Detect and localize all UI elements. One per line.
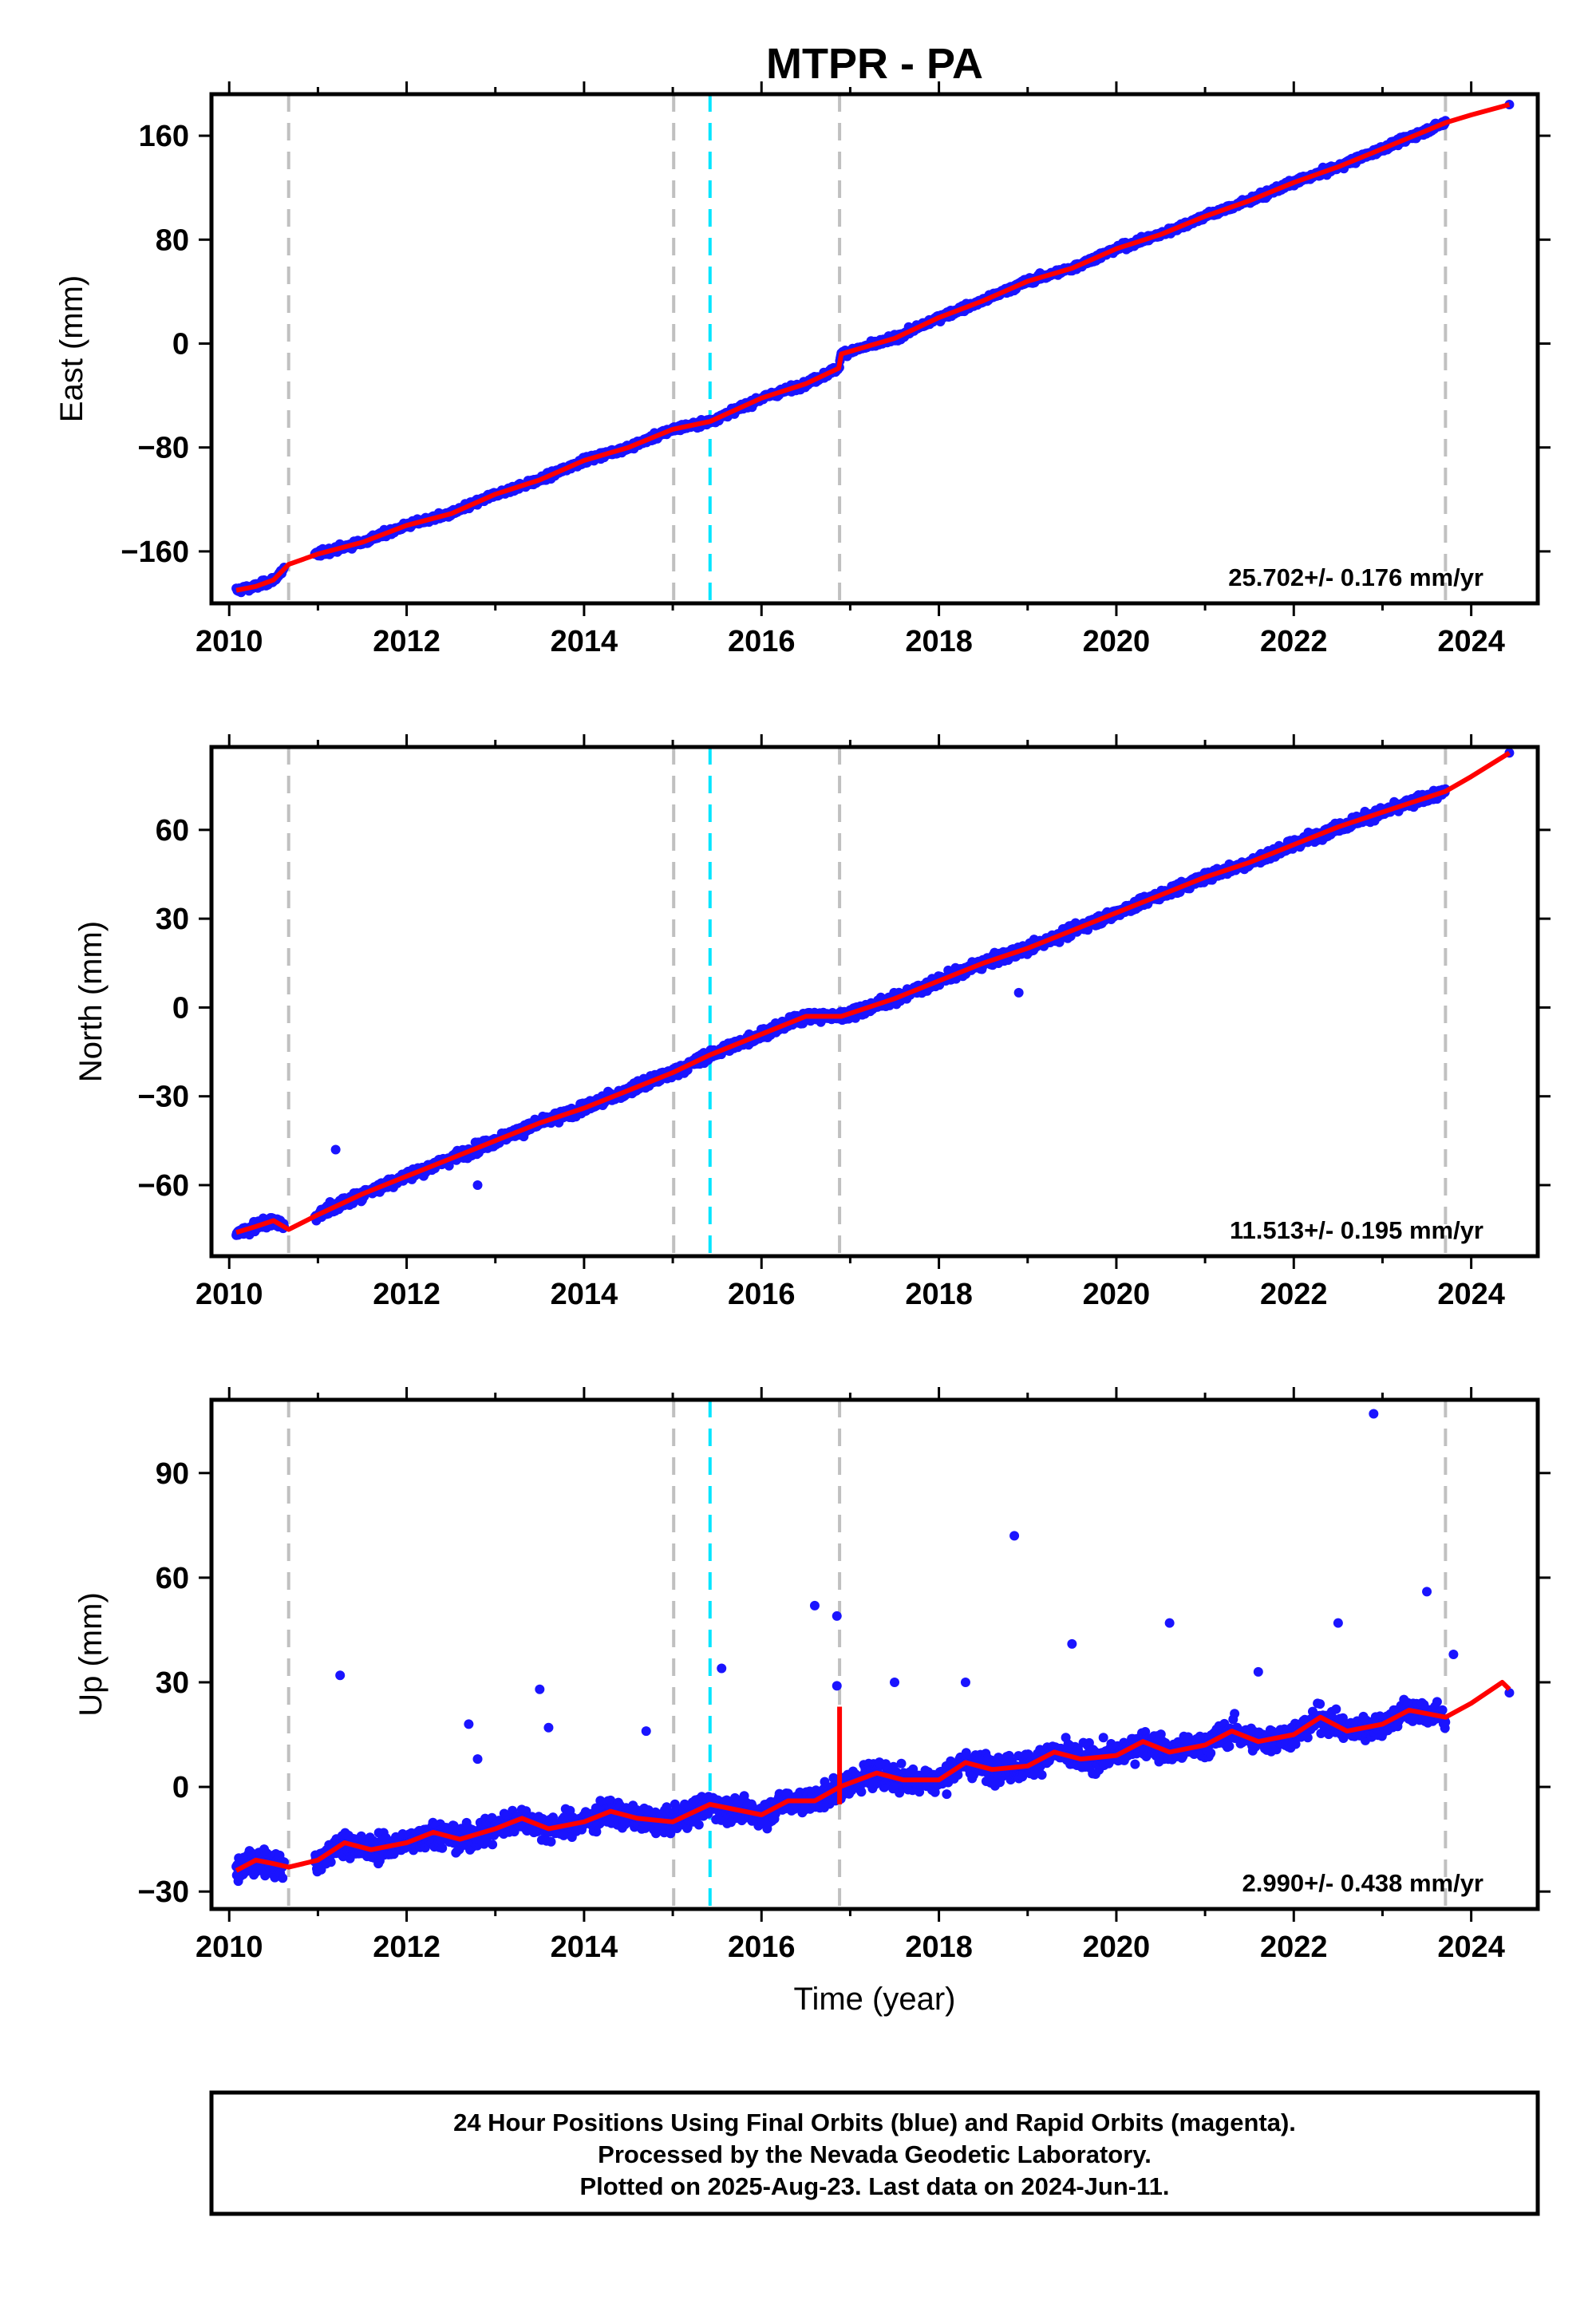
y-tick-label-north-3: 30	[156, 903, 189, 936]
x-tick-label-north-5: 2020	[1083, 1278, 1151, 1311]
x-tick-label-east-1: 2012	[373, 625, 440, 658]
panels: 2010 2012 2014 2016 2018 2020 2022 2024 −160 −80 0…	[54, 81, 1551, 1964]
y-tick-label-east-0: −160	[120, 536, 189, 569]
outlier-point-north-2	[1013, 987, 1024, 998]
x-tick-label-east-4: 2018	[905, 625, 973, 658]
rate-label-north: 11.513+/- 0.195 mm/yr	[1230, 1216, 1483, 1244]
chart-title: MTPR - PA	[766, 40, 983, 88]
y-tick-label-east-3: 80	[156, 223, 189, 257]
x-tick-label-east-2: 2014	[551, 625, 618, 658]
x-tick-label-east-0: 2010	[196, 625, 263, 658]
y-tick-label-north-2: 0	[172, 991, 189, 1025]
x-tick-label-north-2: 2014	[551, 1278, 618, 1311]
x-tick-label-east-3: 2016	[728, 625, 796, 658]
panel-north: 2010 2012 2014 2016 2018 2020 2022 2024 −60 −30 0 3…	[73, 734, 1551, 1311]
x-tick-label-east-7: 2024	[1437, 625, 1505, 658]
x-tick-label-north-7: 2024	[1437, 1278, 1505, 1311]
data-points-up	[231, 1409, 1515, 1887]
y-tick-label-north-4: 60	[156, 814, 189, 848]
data-points-north	[231, 748, 1515, 1240]
x-tick-label-north-0: 2010	[196, 1278, 263, 1311]
outlier-point-north-0	[330, 1144, 341, 1155]
y-tick-label-north-0: −60	[138, 1169, 189, 1203]
plot-frame-north	[209, 745, 1540, 1259]
x-tick-label-east-6: 2022	[1260, 625, 1328, 658]
panel-up: 2010 2012 2014 2016 2018 2020 2022 2024−3003060…	[73, 1387, 1551, 1964]
model-line-east	[235, 102, 1511, 593]
x-tick-label-east-5: 2020	[1083, 625, 1151, 658]
plot-frame-east	[209, 92, 1540, 606]
x-tick-label-north-4: 2018	[905, 1278, 973, 1311]
x-tick-label-north-6: 2022	[1260, 1278, 1328, 1311]
y-tick-label-east-1: −80	[138, 432, 189, 465]
rate-label-east: 25.702+/- 0.176 mm/yr	[1228, 563, 1483, 591]
y-axis-label-east: East (mm)	[54, 275, 89, 422]
y-tick-label-north-1: −30	[138, 1081, 189, 1114]
x-tick-label-north-3: 2016	[728, 1278, 796, 1311]
y-tick-label-east-4: 160	[139, 120, 189, 153]
y-tick-label-east-2: 0	[172, 327, 189, 361]
x-tick-label-north-1: 2012	[373, 1278, 440, 1311]
y-axis-label-north: North (mm)	[73, 921, 109, 1082]
panel-east: 2010 2012 2014 2016 2018 2020 2022 2024 −160 −80 0…	[54, 81, 1551, 658]
outlier-point-north-1	[472, 1180, 483, 1190]
model-line-north	[235, 750, 1511, 1235]
